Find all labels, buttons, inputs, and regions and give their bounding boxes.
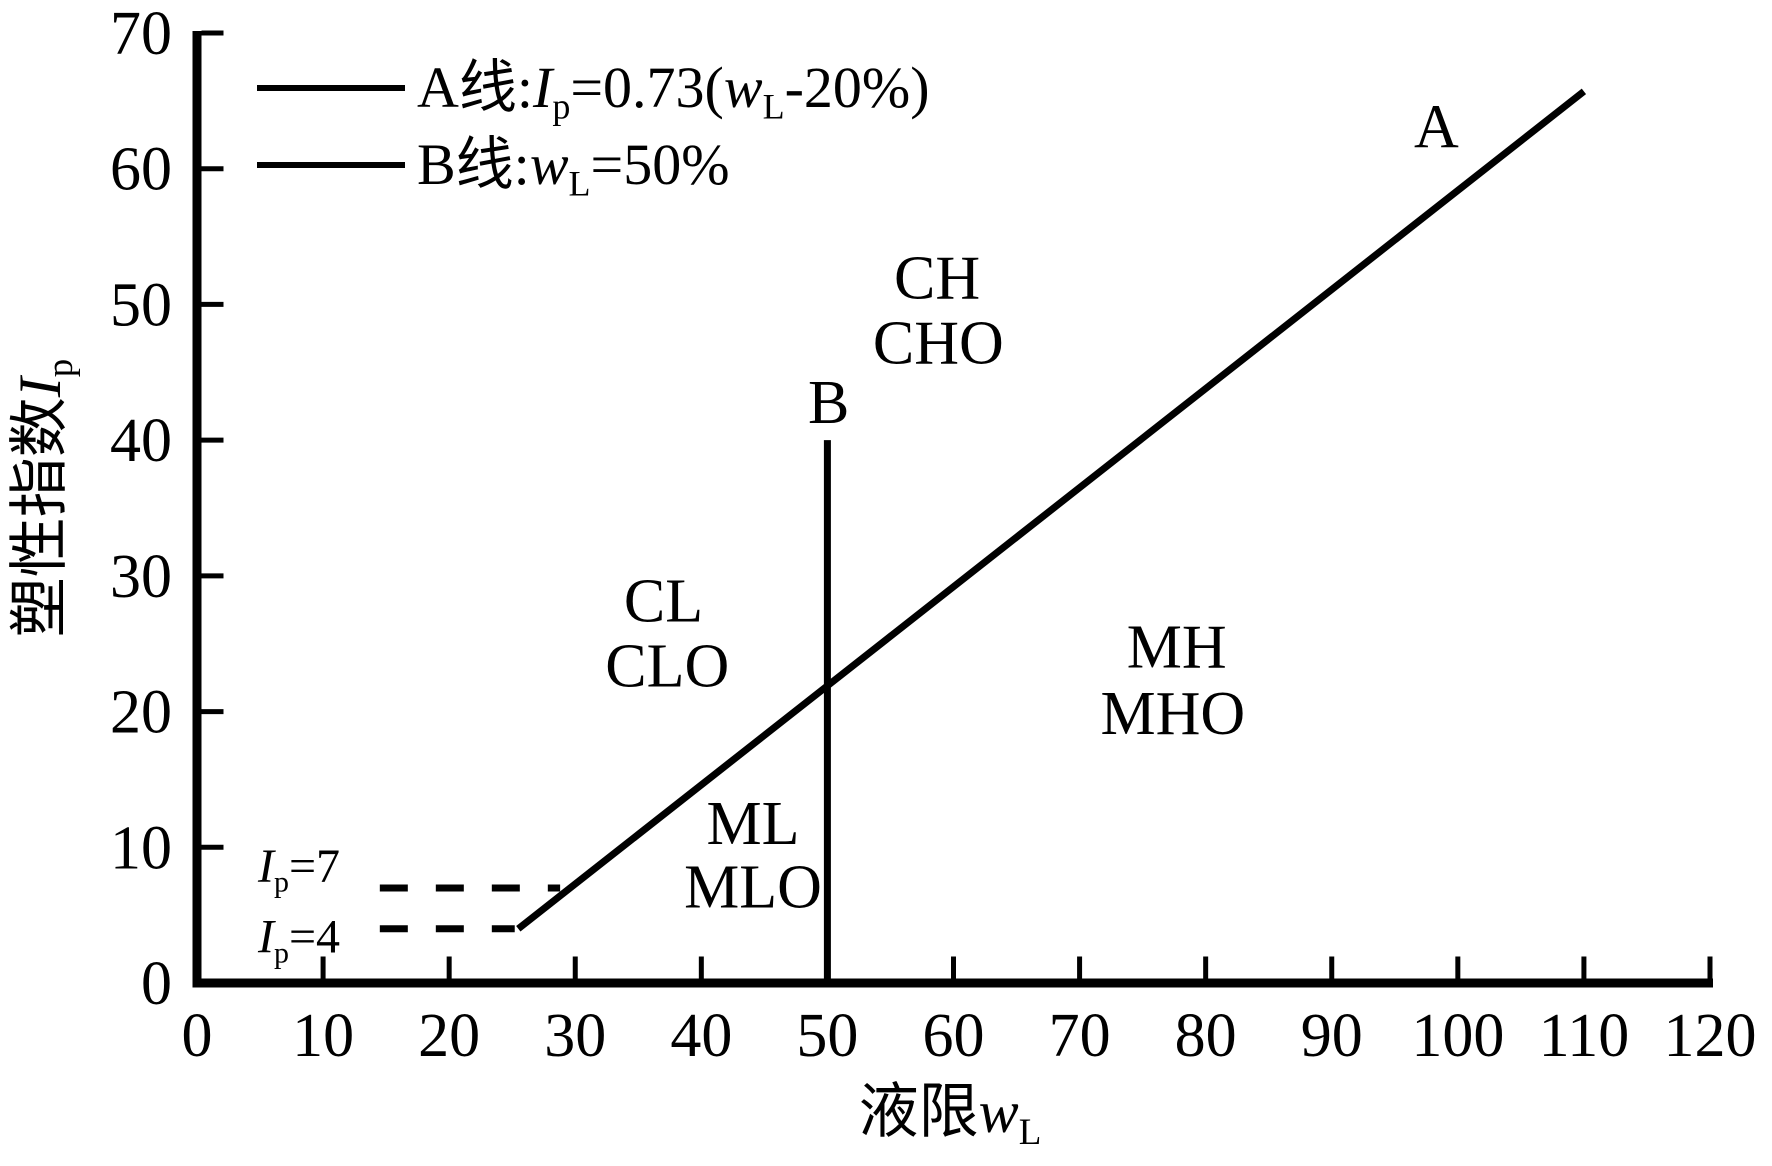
region-label-mlo: MLO <box>684 854 822 922</box>
x-tick-label: 80 <box>1175 1002 1237 1070</box>
x-tick-label: 70 <box>1049 1002 1111 1070</box>
x-tick-label: 40 <box>670 1002 732 1070</box>
region-label-mh: MH <box>1127 613 1227 681</box>
x-tick-label: 120 <box>1664 1002 1757 1070</box>
y-tick-label: 10 <box>110 814 172 882</box>
region-label-ml: ML <box>707 790 800 858</box>
series-a-line <box>516 88 1587 932</box>
x-tick-label: 10 <box>292 1002 354 1070</box>
x-tick-label: 0 <box>182 1002 213 1070</box>
x-tick-label: 110 <box>1539 1002 1630 1070</box>
dash-label-ip-4: Ip=4 <box>257 911 340 970</box>
region-label-cho: CHO <box>873 309 1004 377</box>
y-tick-label: 60 <box>110 136 172 204</box>
y-tick-label: 20 <box>110 679 172 747</box>
ticks: 0 10 20 30 40 50 60 70 80 90 100 110 120 0 10 20 30 40 50 6… <box>110 0 1757 1070</box>
x-tick-label: 50 <box>796 1002 858 1070</box>
y-tick-label: 0 <box>141 950 172 1018</box>
legend-label-b-line: B线:wL=50% <box>417 132 730 204</box>
legend-label-a-line: A线:Ip=0.73(wL-20%) <box>417 55 930 127</box>
x-tick-label: 60 <box>923 1002 985 1070</box>
x-tick-label: 30 <box>544 1002 606 1070</box>
x-tick-label: 90 <box>1301 1002 1363 1070</box>
y-axis-title: 塑性指数Ip <box>7 359 81 637</box>
line-label-a: A <box>1414 94 1459 162</box>
region-label-ch: CH <box>894 244 980 312</box>
legend-item-a-line: A线:Ip=0.73(wL-20%) <box>257 55 930 127</box>
region-label-cl: CL <box>624 567 703 635</box>
y-tick-label: 70 <box>110 0 172 68</box>
x-tick-label: 100 <box>1411 1002 1504 1070</box>
x-tick-label: 20 <box>418 1002 480 1070</box>
y-tick-label: 30 <box>110 543 172 611</box>
legend-item-b-line: B线:wL=50% <box>257 132 730 204</box>
dash-label-ip-7: Ip=7 <box>257 840 340 899</box>
region-label-mho: MHO <box>1101 680 1246 748</box>
guide-lines: Ip=7 Ip=4 <box>257 840 561 970</box>
y-tick-label: 40 <box>110 407 172 475</box>
series <box>516 88 1587 983</box>
axis-titles: 液限wL 塑性指数Ip <box>7 359 1041 1153</box>
axes <box>192 31 1713 988</box>
legend: A线:Ip=0.73(wL-20%)B线:wL=50% <box>257 55 930 204</box>
region-label-clo: CLO <box>605 632 729 700</box>
x-axis-title: 液限wL <box>859 1079 1042 1153</box>
line-label-b: B <box>808 369 849 437</box>
y-tick-label: 50 <box>110 271 172 339</box>
